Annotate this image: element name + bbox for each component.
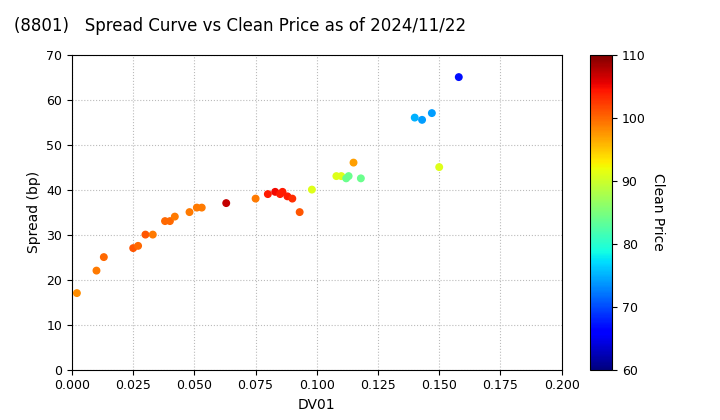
Point bbox=[355, 175, 366, 182]
Point bbox=[269, 189, 281, 195]
Y-axis label: Spread (bp): Spread (bp) bbox=[27, 171, 41, 253]
Point bbox=[91, 267, 102, 274]
Point bbox=[336, 173, 347, 179]
Point bbox=[341, 175, 352, 182]
Point bbox=[196, 204, 207, 211]
Point bbox=[409, 114, 420, 121]
Point bbox=[127, 245, 139, 252]
Point bbox=[306, 186, 318, 193]
Point bbox=[274, 191, 286, 197]
Point bbox=[159, 218, 171, 224]
Point bbox=[287, 195, 298, 202]
Point bbox=[416, 116, 428, 123]
Point bbox=[191, 204, 202, 211]
Point bbox=[294, 209, 305, 215]
Point bbox=[220, 200, 232, 207]
Point bbox=[98, 254, 109, 260]
Point bbox=[147, 231, 158, 238]
Point bbox=[348, 159, 359, 166]
Y-axis label: Clean Price: Clean Price bbox=[651, 173, 665, 251]
Point bbox=[184, 209, 195, 215]
Point bbox=[330, 173, 342, 179]
Point bbox=[169, 213, 181, 220]
Point bbox=[282, 193, 293, 199]
Point bbox=[433, 164, 445, 171]
Point bbox=[426, 110, 438, 116]
Point bbox=[453, 74, 464, 81]
Point bbox=[71, 290, 83, 297]
Text: (8801)   Spread Curve vs Clean Price as of 2024/11/22: (8801) Spread Curve vs Clean Price as of… bbox=[14, 17, 467, 35]
Point bbox=[164, 218, 176, 224]
Point bbox=[250, 195, 261, 202]
X-axis label: DV01: DV01 bbox=[298, 398, 336, 412]
Point bbox=[262, 191, 274, 197]
Point bbox=[140, 231, 151, 238]
Point bbox=[343, 173, 354, 179]
Point bbox=[276, 189, 288, 195]
Point bbox=[132, 242, 144, 249]
